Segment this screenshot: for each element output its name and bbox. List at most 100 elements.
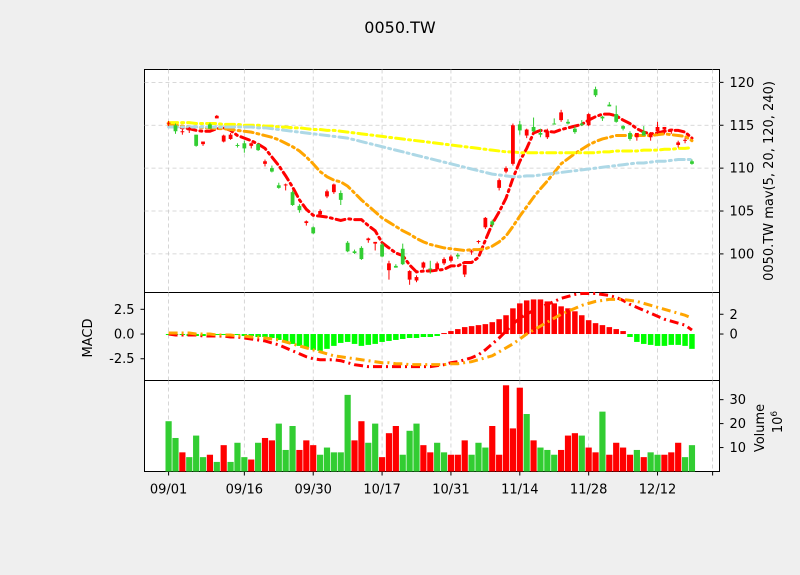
candle-body <box>407 271 412 280</box>
macd-histogram-bar <box>303 334 310 348</box>
volume-bar <box>330 452 337 472</box>
candle-body <box>228 134 233 139</box>
macd-histogram-bar <box>365 334 372 345</box>
volume-bar <box>461 440 468 472</box>
macd-histogram-bar <box>338 334 344 343</box>
candle-body <box>621 126 625 129</box>
volume-bar <box>447 454 455 472</box>
macd-histogram-bar <box>475 325 482 335</box>
volume-bar <box>613 442 620 472</box>
candle-body <box>641 131 646 136</box>
volume-bar <box>241 457 248 472</box>
macd-histogram-bar <box>248 334 254 337</box>
volume-bar <box>358 421 365 472</box>
macd-histogram-bar <box>599 325 606 335</box>
x-tick-label: 10/31 <box>432 483 469 498</box>
y-tick-label: 30 <box>730 393 747 408</box>
macd-histogram-bar <box>455 329 461 335</box>
volume-bar <box>323 447 331 472</box>
volume-bar <box>440 452 448 472</box>
y-tick-label: 10 <box>730 441 747 456</box>
candle-body <box>552 123 557 125</box>
volume-bar <box>427 452 434 472</box>
macd-histogram-bar <box>592 323 599 335</box>
volume-bar <box>468 454 475 472</box>
volume-bar <box>303 440 310 472</box>
candle-body <box>517 124 522 131</box>
macd-panel: -2.5 0.0 2.5 0 2 MACD <box>81 291 738 381</box>
volume-bar <box>633 449 640 472</box>
candle-body <box>373 241 378 244</box>
candle-body <box>235 144 240 146</box>
candle-body <box>545 131 550 138</box>
candle-body <box>442 259 446 264</box>
volume-bar <box>578 435 585 472</box>
volume-bar <box>688 445 696 472</box>
candle-body <box>483 217 488 228</box>
volume-bar <box>344 394 351 472</box>
candle-body <box>455 254 460 257</box>
candle-body <box>648 132 653 138</box>
volume-bar <box>558 449 565 472</box>
candle-body <box>572 128 577 133</box>
macd-histogram-bar <box>214 334 220 336</box>
candle-body <box>338 193 343 200</box>
y-tick-label: 100 <box>730 247 755 262</box>
volume-bar <box>413 423 420 472</box>
macd-histogram-bar <box>503 315 509 335</box>
macd-histogram-bar <box>434 334 440 337</box>
candle-body <box>242 143 247 149</box>
volume-y-ticks: 10 20 30 <box>719 393 747 456</box>
macd-histogram-bar <box>489 322 496 335</box>
macd-histogram-bar <box>689 334 695 349</box>
macd-y-axis-label: MACD <box>81 319 96 358</box>
macd-histogram-bar <box>358 334 365 346</box>
volume-bar <box>523 414 530 472</box>
macd-histogram-bar <box>406 334 413 338</box>
macd-histogram-bar <box>393 334 399 340</box>
candle-body <box>359 247 364 260</box>
volume-bar <box>172 437 179 472</box>
volume-panel: 10 20 30 Volume 106 <box>144 380 786 472</box>
candle-body <box>304 221 309 224</box>
candle-body <box>435 263 440 270</box>
volume-bar <box>661 454 668 472</box>
macd-histogram-bar <box>200 334 206 337</box>
candle-body <box>352 251 357 254</box>
macd-histogram-bar <box>654 334 661 346</box>
candle-body <box>428 268 433 270</box>
macd-histogram-bar <box>634 334 640 342</box>
candle-body <box>676 142 681 145</box>
candle-body <box>593 89 598 96</box>
candle-body <box>504 168 508 172</box>
y-tick-label: -2.5 <box>109 352 134 367</box>
macd-histogram-bar <box>496 319 502 335</box>
volume-bar <box>434 442 441 472</box>
candle-body <box>586 114 591 126</box>
candle-body <box>414 277 419 281</box>
macd-histogram-bar <box>572 311 578 335</box>
macd-histogram-bar <box>510 308 516 335</box>
macd-histogram-bar <box>565 308 571 335</box>
volume-bar <box>475 442 482 472</box>
mav120-line <box>167 121 694 155</box>
macd-histogram-bar <box>647 334 654 345</box>
macd-histogram-bar <box>558 306 564 335</box>
volume-bar <box>454 454 461 472</box>
chart-title: 0050.TW <box>364 18 436 37</box>
y-tick-label: 20 <box>730 417 747 432</box>
volume-bar <box>551 454 558 472</box>
x-tick-label: 11/28 <box>570 483 607 498</box>
volume-y-axis-label: Volume <box>753 404 768 452</box>
volume-bar <box>537 447 544 472</box>
candle-body <box>311 227 316 234</box>
macd-histogram-bar <box>276 334 282 340</box>
x-tick-label: 11/14 <box>501 483 538 498</box>
candle-body <box>449 256 453 261</box>
macd-histogram-bar <box>468 326 475 335</box>
macd-histogram-bar <box>310 334 316 350</box>
candle-body <box>208 124 212 129</box>
volume-bar <box>227 461 234 472</box>
candle-body <box>538 132 543 135</box>
volume-bar <box>592 452 599 472</box>
